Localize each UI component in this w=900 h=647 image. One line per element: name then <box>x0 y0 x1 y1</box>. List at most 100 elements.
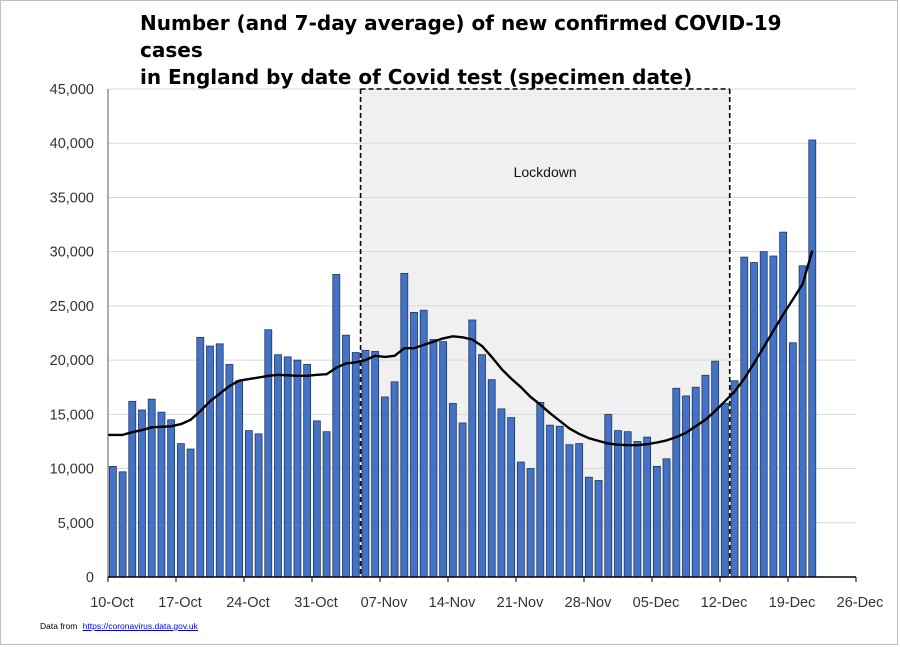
y-tick-label: 10,000 <box>50 462 94 478</box>
y-tick-label: 5,000 <box>58 516 94 532</box>
bar <box>575 443 584 578</box>
bar <box>701 374 710 578</box>
bar <box>410 311 418 578</box>
bar <box>128 400 137 578</box>
bar <box>108 465 117 578</box>
bar <box>244 430 253 578</box>
y-tick-label: 20,000 <box>50 353 94 369</box>
data-source-prefix: Data from <box>40 621 78 631</box>
title-line-1: Number (and 7-day average) of new confir… <box>140 11 782 62</box>
y-tick-label: 45,000 <box>50 82 94 98</box>
bar <box>167 419 176 578</box>
bar <box>448 403 457 578</box>
bar <box>555 425 564 578</box>
bar <box>643 436 652 578</box>
x-tick-label: 12-Dec <box>701 595 748 611</box>
bar <box>254 433 263 578</box>
bar <box>390 381 399 578</box>
bar <box>546 424 554 578</box>
bar <box>400 272 409 578</box>
bar <box>507 417 516 578</box>
x-tick-label: 07-Nov <box>361 595 408 611</box>
y-tick-label: 25,000 <box>50 299 94 315</box>
x-tick-label: 10-Oct <box>90 595 134 611</box>
bar <box>196 336 205 578</box>
x-tick-label: 05-Dec <box>633 595 680 611</box>
y-tick-label: 0 <box>86 570 94 586</box>
title-line-2: in England by date of Covid test (specim… <box>140 65 693 89</box>
bar <box>283 356 292 578</box>
bar <box>361 349 370 578</box>
bar <box>711 360 720 578</box>
bar <box>429 339 438 578</box>
bar <box>371 351 380 578</box>
x-tick-label: 17-Oct <box>158 595 202 611</box>
bar <box>439 341 448 578</box>
bar <box>468 319 477 578</box>
bar <box>623 431 632 578</box>
bar <box>594 480 603 578</box>
bar <box>186 448 195 578</box>
bar <box>604 413 613 578</box>
bar <box>225 364 234 578</box>
bar <box>264 329 273 578</box>
bar <box>526 468 535 578</box>
x-tick-label: 31-Oct <box>294 595 338 611</box>
bar <box>808 139 817 578</box>
bar <box>798 265 807 578</box>
bar <box>147 398 156 578</box>
y-tick-label: 15,000 <box>50 407 94 423</box>
bar <box>633 441 642 578</box>
seven-day-average-line <box>108 250 814 447</box>
x-tick-label: 14-Nov <box>429 595 476 611</box>
bar <box>730 380 739 578</box>
x-tick-label: 24-Oct <box>226 595 270 611</box>
bar <box>779 231 788 578</box>
x-tick-label: 26-Dec <box>837 595 884 611</box>
bar <box>662 458 671 578</box>
data-source-note: Data from https://coronavirus.data.gov.u… <box>40 621 198 631</box>
bar <box>497 408 506 578</box>
bar <box>351 352 360 578</box>
bar <box>312 420 321 578</box>
bar <box>750 262 758 578</box>
data-source-link[interactable]: https://coronavirus.data.gov.uk <box>82 621 198 631</box>
bar <box>769 255 778 578</box>
bar <box>788 342 797 578</box>
bar <box>303 364 312 578</box>
bar <box>342 334 350 578</box>
bar <box>565 444 574 578</box>
bar <box>274 354 282 578</box>
bar <box>118 471 127 578</box>
bar <box>380 396 389 578</box>
x-tick-label: 19-Dec <box>769 595 816 611</box>
bar <box>672 387 681 578</box>
bar <box>138 409 146 578</box>
bar <box>682 395 690 578</box>
bar <box>215 343 224 578</box>
bar <box>720 403 729 578</box>
chart-title: Number (and 7-day average) of new confir… <box>140 10 840 91</box>
bar <box>740 256 749 578</box>
bar <box>652 465 661 578</box>
bar <box>176 443 185 578</box>
bar <box>478 354 486 578</box>
x-tick-label: 28-Nov <box>565 595 612 611</box>
bar <box>516 461 525 578</box>
bar <box>235 380 244 578</box>
bar <box>487 379 496 578</box>
bar <box>536 402 545 578</box>
bar <box>206 345 214 578</box>
bar <box>332 274 341 578</box>
bar <box>157 411 166 578</box>
x-tick-label: 21-Nov <box>497 595 544 611</box>
lockdown-label: Lockdown <box>514 164 577 180</box>
bar <box>322 431 331 578</box>
y-tick-label: 30,000 <box>50 245 94 261</box>
bar <box>458 422 467 578</box>
bar <box>691 386 700 578</box>
y-tick-label: 40,000 <box>50 136 94 152</box>
bar <box>759 251 768 578</box>
